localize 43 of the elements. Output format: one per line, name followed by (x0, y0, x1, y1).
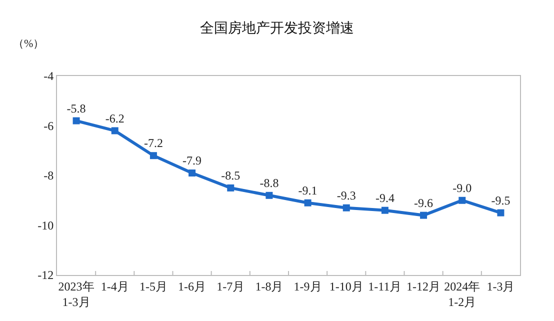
point (458, 196, 466, 204)
x-tick-label: 1-7月 (216, 279, 245, 294)
data-label: -8.8 (260, 176, 279, 190)
x-tick-label: 2024年 1-2月 (444, 279, 480, 309)
chart-title: 全国房地产开发投资增速 (200, 20, 354, 36)
x-tick-label: 2023年 1-3月 (58, 279, 94, 309)
y-tick-label: -10 (38, 218, 54, 232)
point (304, 199, 312, 206)
y-axis-title: （%） (13, 38, 44, 50)
x-tick-label: 1-6月 (178, 279, 206, 294)
point (497, 209, 504, 216)
point (72, 117, 80, 124)
data-label: -5.8 (66, 101, 86, 116)
point (266, 192, 273, 199)
data-label: -7.2 (144, 136, 163, 150)
y-tick-label: -4 (44, 69, 54, 84)
x-tick-label: 1-9月 (294, 279, 322, 294)
data-label: -9.6 (414, 196, 434, 210)
y-tick-label: -8 (44, 168, 54, 183)
x-tick-label: 1-8月 (255, 279, 284, 294)
data-label: -9.1 (298, 183, 318, 198)
data-label: -9.0 (452, 181, 472, 196)
point (150, 152, 157, 160)
data-label: -9.4 (375, 190, 394, 205)
x-tick-label: 1-3月 (486, 279, 515, 294)
point (342, 204, 350, 212)
x-tick-label: 1-11月 (368, 279, 402, 294)
point (227, 184, 234, 192)
data-label: -7.9 (182, 154, 202, 168)
point (111, 127, 118, 134)
data-label: -8.5 (221, 168, 240, 183)
data-label: -9.3 (336, 188, 356, 202)
data-label: -9.5 (491, 193, 510, 208)
y-tick-label: -12 (38, 268, 54, 282)
point (188, 170, 196, 177)
data-label: -6.2 (105, 111, 124, 126)
x-tick-label: 1-5月 (139, 279, 168, 294)
point (420, 212, 428, 219)
point (381, 206, 388, 214)
x-tick-label: 1-10月 (329, 279, 364, 294)
y-tick-label: -6 (44, 118, 54, 133)
x-tick-label: 1-12月 (406, 279, 441, 294)
x-tick-label: 1-4月 (100, 279, 129, 294)
